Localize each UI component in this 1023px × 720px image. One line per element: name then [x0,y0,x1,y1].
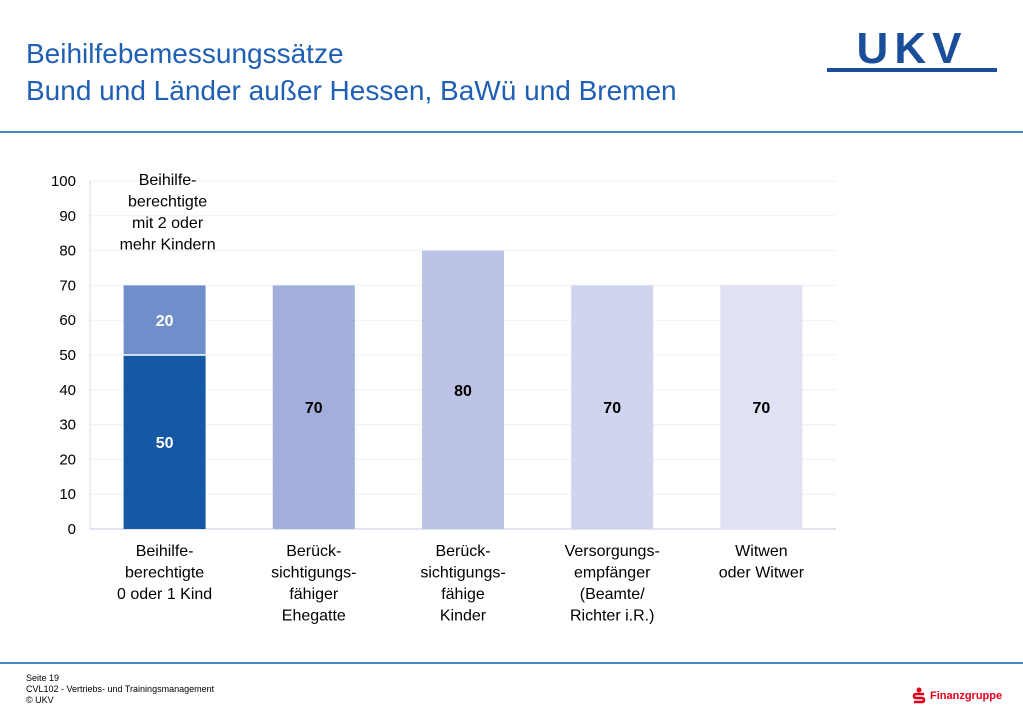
bar-chart: 0 10 20 30 40 50 60 70 80 90 100 50 20 Beihilfe-berec… [51,172,836,625]
category-label: berechtigte [125,565,204,582]
sparkasse-s-icon [912,687,926,704]
bar-segment [272,285,355,529]
logo-underline [827,68,997,72]
category-label: Versorgungs- [565,543,660,560]
category-label: Ehegatte [282,608,346,625]
category-label: Kinder [440,608,487,625]
bar-segment [720,285,803,529]
category-label: fähige [441,586,485,603]
y-tick-label: 10 [59,486,76,503]
y-tick-label: 20 [59,451,76,468]
category-label: Richter i.R.) [570,608,654,625]
y-tick-label: 50 [59,347,76,364]
bar-segment [123,285,206,355]
y-tick-label: 90 [59,208,76,225]
footer-text: Seite 19 CVL102 - Vertriebs- und Trainin… [26,673,214,706]
finanzgruppe-logo: Finanzgruppe [912,686,1002,706]
category-label: Berück- [435,543,490,560]
category-label: Beihilfe- [136,543,194,560]
category-label: Berück- [286,543,341,560]
y-tick-label: 0 [68,521,76,538]
copyright: © UKV [26,695,54,705]
brand-text: Finanzgruppe [930,690,1003,702]
y-tick-label: 70 [59,277,76,294]
category-label: fähiger [289,586,339,603]
bar-segment [571,285,654,529]
logo-text: UKV [857,26,968,73]
category-label: 0 oder 1 Kind [117,586,212,603]
page-title: Beihilfebemessungssätze [26,38,344,69]
category-label: Witwen [735,543,787,560]
header-divider [0,131,1023,133]
ukv-logo: UKV [827,26,997,73]
category-label: sichtigungs- [271,565,356,582]
category-label: sichtigungs- [420,565,505,582]
category-label: empfänger [574,565,651,582]
footer-divider [0,662,1023,664]
department: CVL102 - Vertriebs- und Trainingsmanagem… [26,684,215,694]
data-label: 20 [156,313,174,330]
bar-segment [123,355,206,529]
data-label: 50 [156,435,174,452]
data-label: 80 [454,383,472,400]
y-tick-label: 30 [59,417,76,434]
data-label: 70 [305,400,323,417]
data-label: 70 [753,400,771,417]
y-tick-label: 80 [59,243,76,260]
bar-annotation: mehr Kindern [120,237,216,254]
bar-annotation: mit 2 oder [132,215,204,232]
page-number: Seite 19 [26,673,60,683]
data-label: 70 [603,400,621,417]
page-subtitle: Bund und Länder außer Hessen, BaWü und B… [26,75,677,106]
bar-segment [422,250,504,529]
y-tick-label: 60 [59,312,76,329]
y-tick-label: 100 [51,173,76,190]
category-label: (Beamte/ [580,586,645,603]
bar-annotation: berechtigte [128,194,207,211]
y-tick-label: 40 [59,382,76,399]
category-label: oder Witwer [719,565,805,582]
bar-annotation: Beihilfe- [139,172,197,189]
